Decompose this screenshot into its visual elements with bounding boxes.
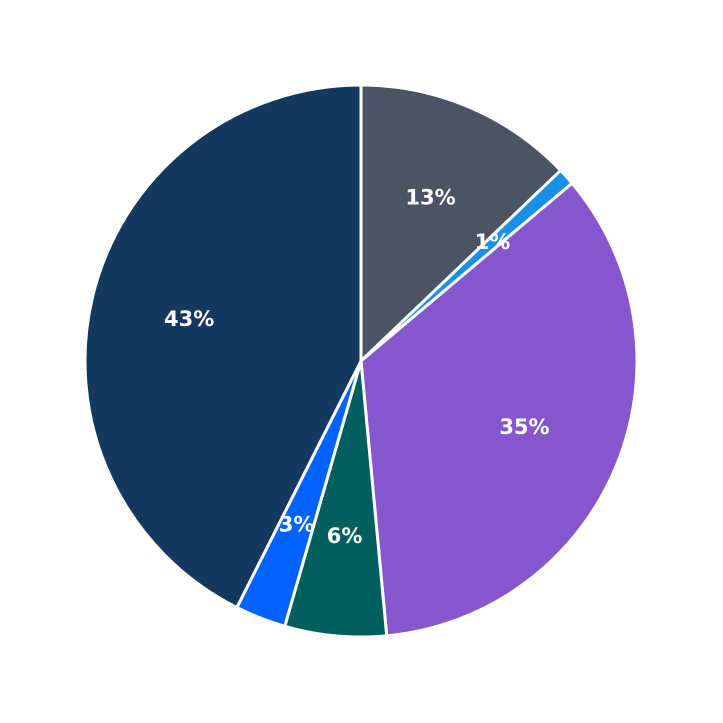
slice-label: 13% bbox=[405, 186, 455, 210]
pie-slice bbox=[83, 83, 363, 609]
pie-slice bbox=[359, 181, 639, 638]
slice-label: 43% bbox=[164, 307, 214, 331]
pie-slice bbox=[359, 83, 563, 363]
slice-label: 6% bbox=[327, 524, 363, 548]
slice-label: 3% bbox=[279, 512, 315, 536]
slice-label: 1% bbox=[475, 230, 511, 254]
slice-label: 35% bbox=[499, 415, 549, 439]
